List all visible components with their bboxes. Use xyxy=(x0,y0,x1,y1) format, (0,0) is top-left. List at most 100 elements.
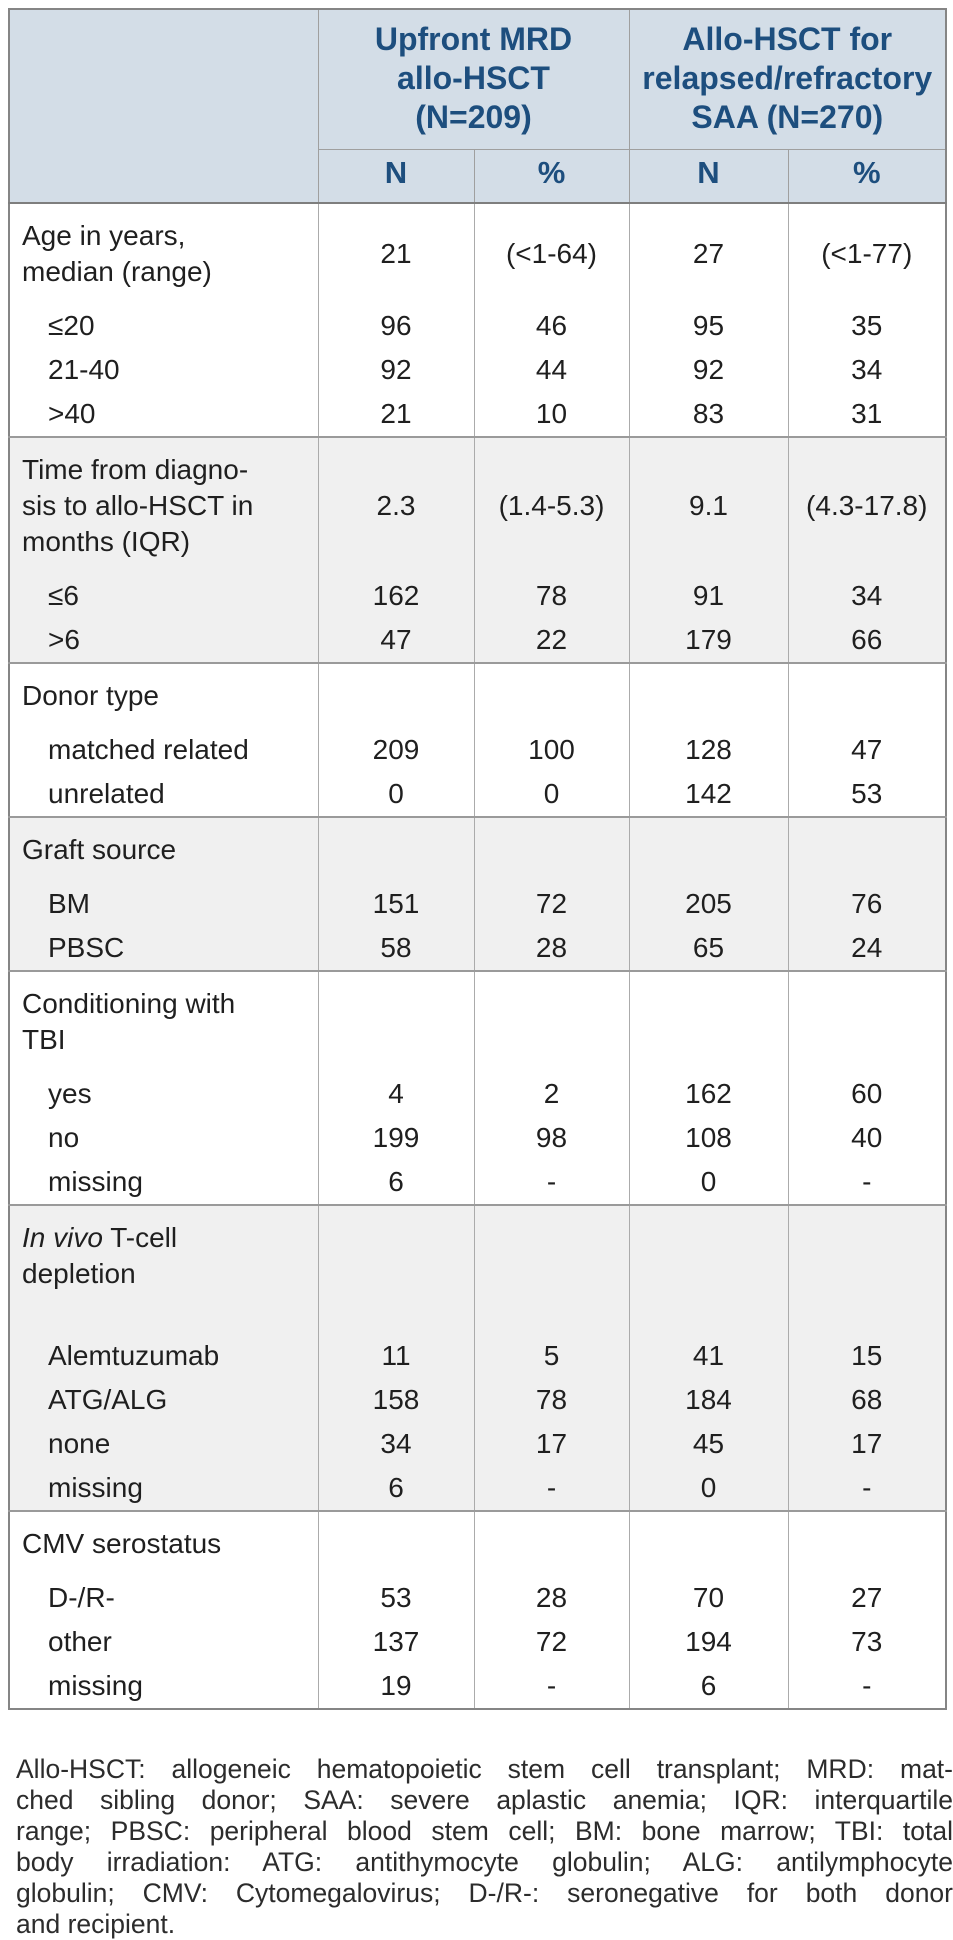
corner-cell xyxy=(9,9,318,203)
table-row: ATG/ALG 158 78 184 68 xyxy=(9,1378,947,1422)
cell: 22 xyxy=(473,618,629,663)
cell: 19 xyxy=(317,1664,474,1709)
subcol-n-2: N xyxy=(628,149,788,203)
cell: 162 xyxy=(628,1072,788,1116)
group-donor-type: Donor type matched related 209 100 128 4… xyxy=(9,663,947,817)
cell: (4.3-17.8) xyxy=(787,437,947,574)
cell xyxy=(317,1205,474,1334)
cell: 35 xyxy=(787,304,947,348)
row-label: D-/R- xyxy=(9,1576,318,1620)
cell: - xyxy=(787,1664,947,1709)
cell: 184 xyxy=(628,1378,788,1422)
subcol-pct-1: % xyxy=(473,149,629,203)
cell: 70 xyxy=(628,1576,788,1620)
table-row: PBSC 58 28 65 24 xyxy=(9,926,947,971)
cell: 6 xyxy=(628,1664,788,1709)
cell: 41 xyxy=(628,1334,788,1378)
table-row: >6 47 22 179 66 xyxy=(9,618,947,663)
cell: 76 xyxy=(787,882,947,926)
table-row: D-/R- 53 28 70 27 xyxy=(9,1576,947,1620)
cell: 21 xyxy=(317,203,474,304)
row-label: matched related xyxy=(9,728,318,772)
group-label: Age in years, median (range) xyxy=(9,203,318,304)
cell: 15 xyxy=(787,1334,947,1378)
table-row: Conditioning with TBI xyxy=(9,971,947,1072)
row-label: >6 xyxy=(9,618,318,663)
group-label: Time from diagno- sis to allo-HSCT in mo… xyxy=(9,437,318,574)
row-label: missing xyxy=(9,1664,318,1709)
cell: 0 xyxy=(473,772,629,817)
footnote-line: ched sibling donor; SAA: severe aplastic… xyxy=(16,1785,953,1815)
row-label: ≤20 xyxy=(9,304,318,348)
cell: 68 xyxy=(787,1378,947,1422)
cell: 5 xyxy=(473,1334,629,1378)
cell: 65 xyxy=(628,926,788,971)
table-row: yes 4 2 162 60 xyxy=(9,1072,947,1116)
cell xyxy=(628,663,788,728)
row-label: BM xyxy=(9,882,318,926)
cell xyxy=(787,1205,947,1334)
cell: 21 xyxy=(317,392,474,437)
abbreviations-footnote: Allo-HSCT: allogeneic hematopoietic stem… xyxy=(16,1754,953,1940)
group-tcell-depletion: In vivo T-cell depletion Alemtuzumab 11 … xyxy=(9,1205,947,1511)
row-label: ≤6 xyxy=(9,574,318,618)
cell xyxy=(787,817,947,882)
table-row: Donor type xyxy=(9,663,947,728)
subcol-n-1: N xyxy=(317,149,474,203)
cell: 10 xyxy=(473,392,629,437)
row-label: unrelated xyxy=(9,772,318,817)
cell: 28 xyxy=(473,1576,629,1620)
table-row: Alemtuzumab 11 5 41 15 xyxy=(9,1334,947,1378)
cell: (<1-64) xyxy=(473,203,629,304)
cell: 78 xyxy=(473,574,629,618)
cell: 128 xyxy=(628,728,788,772)
cell: 60 xyxy=(787,1072,947,1116)
cell: 66 xyxy=(787,618,947,663)
column-group-upfront-mrd: Upfront MRD allo-HSCT (N=209) xyxy=(317,9,629,150)
table-row: BM 151 72 205 76 xyxy=(9,882,947,926)
cell: 72 xyxy=(473,882,629,926)
cell: 46 xyxy=(473,304,629,348)
cell: 0 xyxy=(317,772,474,817)
cell: 151 xyxy=(317,882,474,926)
group-label: In vivo T-cell depletion xyxy=(9,1205,318,1334)
cell: 158 xyxy=(317,1378,474,1422)
row-label: Alemtuzumab xyxy=(9,1334,318,1378)
cell: 98 xyxy=(473,1116,629,1160)
cell: 27 xyxy=(628,203,788,304)
table-row: ≤6 162 78 91 34 xyxy=(9,574,947,618)
cell: 34 xyxy=(317,1422,474,1466)
cell: 162 xyxy=(317,574,474,618)
table-row: CMV serostatus xyxy=(9,1511,947,1576)
cell: 73 xyxy=(787,1620,947,1664)
cell: 47 xyxy=(317,618,474,663)
row-label: ATG/ALG xyxy=(9,1378,318,1422)
cell: 53 xyxy=(317,1576,474,1620)
table-row: Age in years, median (range) 21 (<1-64) … xyxy=(9,203,947,304)
cell: 179 xyxy=(628,618,788,663)
cell: - xyxy=(787,1160,947,1205)
group-label-italic: In vivo xyxy=(22,1222,103,1253)
footnote-line: globulin; CMV: Cytomegalovirus; D-/R-: s… xyxy=(16,1878,953,1908)
row-label: no xyxy=(9,1116,318,1160)
header-group-row: Upfront MRD allo-HSCT (N=209) Allo-HSCT … xyxy=(9,9,947,203)
table-row: Graft source xyxy=(9,817,947,882)
cell: 6 xyxy=(317,1466,474,1511)
cell: 205 xyxy=(628,882,788,926)
row-label: yes xyxy=(9,1072,318,1116)
footnote-line: body irradiation: ATG: antithymocyte glo… xyxy=(16,1847,953,1877)
table-row: In vivo T-cell depletion xyxy=(9,1205,947,1334)
cell: (<1-77) xyxy=(787,203,947,304)
table-row: none 34 17 45 17 xyxy=(9,1422,947,1466)
cell xyxy=(317,971,474,1072)
cell: 45 xyxy=(628,1422,788,1466)
cell xyxy=(473,971,629,1072)
cell: 92 xyxy=(317,348,474,392)
cell: 209 xyxy=(317,728,474,772)
cell: 11 xyxy=(317,1334,474,1378)
cell: 17 xyxy=(787,1422,947,1466)
cell xyxy=(473,1511,629,1576)
group-graft-source: Graft source BM 151 72 205 76 PBSC 58 28… xyxy=(9,817,947,971)
cell xyxy=(787,971,947,1072)
